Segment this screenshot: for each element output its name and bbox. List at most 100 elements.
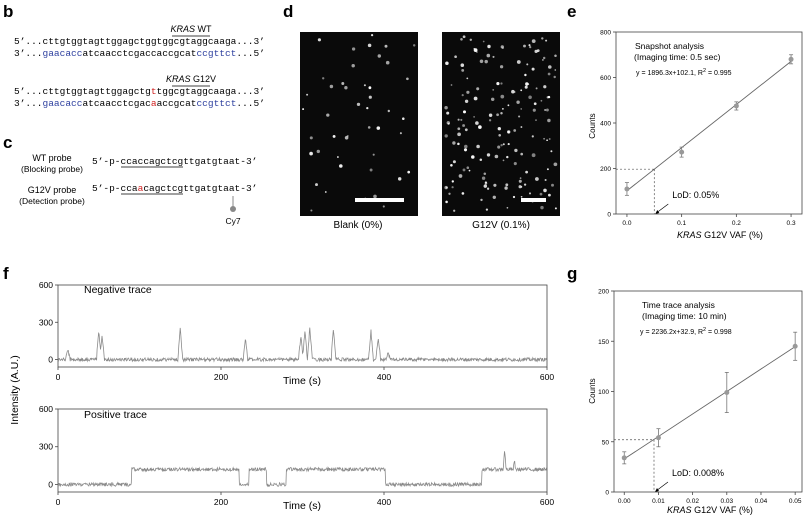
fluorescent-spot bbox=[533, 102, 537, 106]
y-tick-label: 50 bbox=[602, 439, 610, 446]
negative-trace-xlabel: Time (s) bbox=[283, 375, 321, 387]
fluorescent-spot bbox=[529, 46, 532, 49]
fluorescent-spot bbox=[366, 106, 369, 110]
fluorescent-spot bbox=[512, 195, 516, 199]
fluorescent-spot bbox=[520, 195, 523, 198]
fluorescent-spot bbox=[462, 124, 466, 127]
chart-f-ylabel: Intensity (A.U.) bbox=[9, 355, 21, 424]
fluorescent-spot bbox=[373, 194, 377, 199]
fluorescent-spot bbox=[372, 153, 375, 156]
fluorescent-spot bbox=[446, 111, 450, 115]
y-tick-label: 0 bbox=[48, 479, 53, 489]
fluorescent-spot bbox=[445, 200, 448, 204]
plot-frame bbox=[57, 284, 548, 368]
fluorescent-spot bbox=[540, 205, 544, 210]
fluorescent-spot bbox=[326, 113, 330, 117]
kras-wt-label: KRAS WT bbox=[170, 24, 212, 34]
fluorescent-spot bbox=[532, 108, 536, 112]
fluorescent-spot bbox=[450, 84, 453, 86]
panel-d-letter: d bbox=[283, 2, 293, 21]
lod-label: LoD: 0.008% bbox=[672, 468, 724, 478]
fluorescent-spot bbox=[496, 113, 499, 117]
cy7-label: Cy7 bbox=[225, 216, 240, 226]
fluorescent-spot bbox=[444, 134, 448, 138]
y-tick-label: 0 bbox=[48, 355, 53, 365]
fluorescent-spot bbox=[407, 170, 411, 174]
fluorescent-spot bbox=[496, 82, 500, 86]
fluorescent-spot bbox=[399, 132, 402, 135]
fluorescent-spot bbox=[370, 33, 374, 37]
fluorescent-spot bbox=[500, 45, 504, 49]
fluorescent-spot bbox=[545, 108, 549, 112]
fluorescent-spot bbox=[306, 93, 309, 96]
fluorescent-spot bbox=[315, 183, 318, 187]
data-point bbox=[655, 435, 661, 441]
panel-f-letter: f bbox=[3, 264, 9, 283]
x-tick-label: 0.05 bbox=[789, 498, 802, 505]
fluorescent-spot bbox=[461, 68, 465, 72]
fluorescent-spot bbox=[494, 154, 499, 159]
fluorescent-spot bbox=[497, 145, 501, 149]
data-point bbox=[679, 149, 685, 155]
fluorescent-spot bbox=[548, 193, 551, 197]
fluorescent-spot bbox=[486, 53, 491, 58]
fluorescent-spot bbox=[548, 65, 552, 69]
x-tick-label: 0.02 bbox=[686, 498, 699, 505]
panel-d: Blank (0%) G12V (0.1%) bbox=[300, 32, 560, 231]
fluorescent-spot bbox=[451, 180, 454, 183]
fluorescent-spot bbox=[476, 144, 480, 149]
fluorescent-spot bbox=[500, 111, 503, 115]
fluorescent-spot bbox=[523, 44, 526, 48]
y-tick-label: 100 bbox=[598, 389, 609, 396]
fluorescent-spot bbox=[531, 153, 536, 158]
chart-e-plot: 0 200 400 600 800 0.0 0.1 0.2 0.3 LoD: 0.05% bbox=[600, 30, 803, 227]
chart-e: Snapshot analysis (Imaging time: 0.5 sec… bbox=[588, 30, 803, 240]
fluorescent-spot bbox=[475, 121, 479, 125]
fluorescent-spot bbox=[493, 183, 497, 187]
fluorescent-spot bbox=[502, 108, 504, 110]
chart-g: Time trace analysis (Imaging time: 10 mi… bbox=[588, 289, 803, 515]
fluorescent-spot bbox=[473, 96, 478, 101]
fluorescent-spot bbox=[480, 198, 483, 202]
x-tick-label: 0 bbox=[56, 372, 61, 382]
fluorescent-spot bbox=[528, 44, 531, 47]
plot-frame bbox=[613, 290, 803, 493]
fluorescent-spot bbox=[451, 186, 454, 189]
fluorescent-spot bbox=[531, 39, 536, 43]
fluorescent-spot bbox=[461, 192, 465, 195]
fluorescent-spot bbox=[478, 125, 482, 129]
fluorescent-spot bbox=[473, 116, 475, 118]
fluorescent-spot bbox=[554, 54, 557, 57]
fluorescent-spot bbox=[466, 90, 470, 94]
x-tick-label: 0.2 bbox=[732, 220, 741, 227]
fluorescent-spot bbox=[524, 85, 528, 89]
kras-g12v-label: KRAS G12V bbox=[166, 74, 216, 84]
fluorescent-spot bbox=[498, 134, 502, 137]
fluorescent-spot bbox=[502, 159, 505, 162]
micrograph-blank-caption: Blank (0%) bbox=[334, 220, 383, 231]
fluorescent-spot bbox=[490, 97, 495, 102]
fluorescent-spot bbox=[446, 121, 450, 125]
y-tick-label: 600 bbox=[39, 404, 53, 414]
fluorescent-spot bbox=[464, 128, 468, 132]
chart-e-subtitle: (Imaging time: 0.5 sec) bbox=[634, 52, 721, 62]
intensity-trace-line bbox=[57, 451, 547, 488]
lod-arrowhead bbox=[655, 210, 660, 214]
fluorescent-spot bbox=[445, 61, 449, 65]
wt-probe-label: WT probe bbox=[32, 153, 71, 163]
fluorescent-spot bbox=[316, 149, 320, 154]
fluorescent-spot bbox=[507, 130, 511, 134]
wt-probe-sequence: 5’-p-ccaccagctcgttgatgtaat-3’ bbox=[92, 156, 257, 167]
fluorescent-spot bbox=[329, 84, 334, 89]
data-point bbox=[724, 390, 730, 396]
fluorescent-spot bbox=[543, 85, 547, 89]
fluorescent-spot bbox=[540, 99, 543, 102]
y-tick-label: 200 bbox=[598, 289, 609, 296]
y-tick-label: 300 bbox=[39, 317, 53, 327]
fluorescent-spot bbox=[543, 188, 547, 193]
fluorescent-spot bbox=[523, 183, 527, 186]
fluorescent-spot bbox=[518, 179, 522, 183]
fluorescent-spot bbox=[462, 168, 466, 172]
fluorescent-spot bbox=[551, 183, 554, 187]
fluorescent-spot bbox=[344, 136, 349, 140]
